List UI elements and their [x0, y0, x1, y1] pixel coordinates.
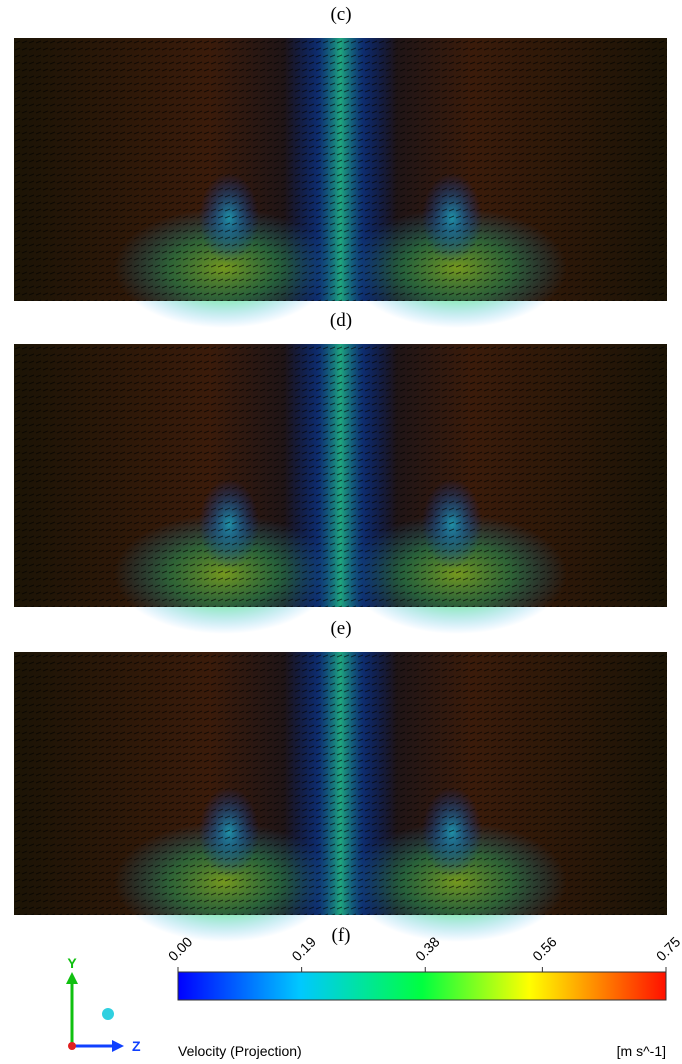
colorbar [177, 971, 667, 1001]
tick-label: 0.19 [288, 933, 319, 964]
tick-label: 0.75 [653, 933, 682, 964]
panel-label: (c) [330, 4, 351, 25]
colorbar-units: [m s^-1] [617, 1043, 666, 1059]
vector-field [14, 652, 667, 942]
tick-label: 0.56 [529, 933, 560, 964]
vector-field [14, 344, 667, 634]
axis-label: Z [132, 1038, 141, 1054]
colorbar-title: Velocity (Projection) [178, 1043, 302, 1059]
panel-label: (e) [330, 618, 351, 639]
axis-label: Y [67, 955, 77, 971]
panel-label: (f) [332, 925, 351, 946]
panel-label: (d) [330, 310, 352, 331]
axis-triad [66, 972, 124, 1052]
vector-field [14, 38, 667, 328]
